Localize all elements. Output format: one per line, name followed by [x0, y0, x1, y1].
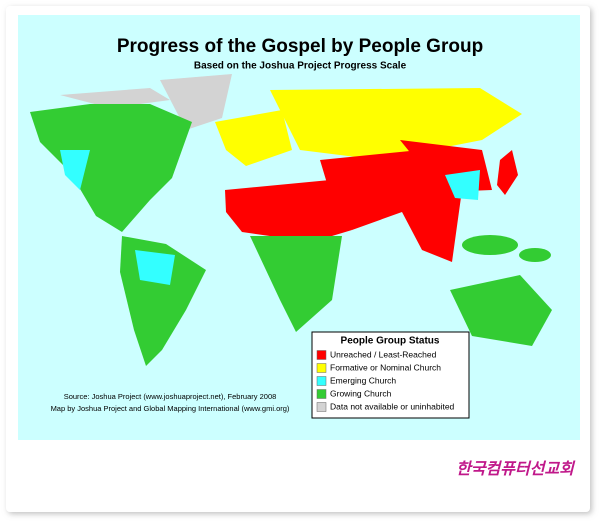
legend-label: Unreached / Least-Reached [330, 349, 437, 359]
sa-emerging [135, 250, 175, 285]
indonesia [462, 235, 518, 255]
continents [30, 74, 552, 366]
legend: People Group Status Unreached / Least-Re… [311, 331, 470, 419]
legend-title: People Group Status [341, 336, 440, 347]
legend-label: Formative or Nominal Church [330, 362, 441, 372]
australia [450, 275, 552, 346]
europe [215, 110, 292, 166]
south-africa [250, 236, 342, 332]
legend-swatch [316, 402, 327, 412]
legend-box [311, 331, 470, 419]
legend-label: Growing Church [330, 388, 392, 398]
arctic [60, 88, 170, 108]
japan [497, 150, 518, 195]
new-guinea [519, 248, 551, 262]
source-line: Source: Joshua Project (www.joshuaprojec… [64, 392, 277, 401]
russia [270, 88, 522, 160]
north-america [30, 104, 192, 232]
north-africa [225, 180, 352, 242]
east-asia-emerging [445, 170, 480, 200]
legend-label: Data not available or uninhabited [330, 401, 455, 411]
greenland [160, 74, 232, 130]
na-emerging [60, 150, 90, 190]
legend-swatch [316, 389, 327, 399]
subtitle: Based on the Joshua Project Progress Sca… [194, 61, 407, 72]
legend-swatch [316, 350, 327, 360]
legend-swatch [316, 363, 327, 373]
legend-label: Emerging Church [330, 375, 396, 385]
source-line: Map by Joshua Project and Global Mapping… [51, 404, 290, 413]
watermark: 한국컴퓨터선교회 [456, 460, 576, 478]
title: Progress of the Gospel by People Group [117, 36, 483, 57]
west-asia [320, 150, 462, 262]
legend-swatch [316, 376, 327, 386]
